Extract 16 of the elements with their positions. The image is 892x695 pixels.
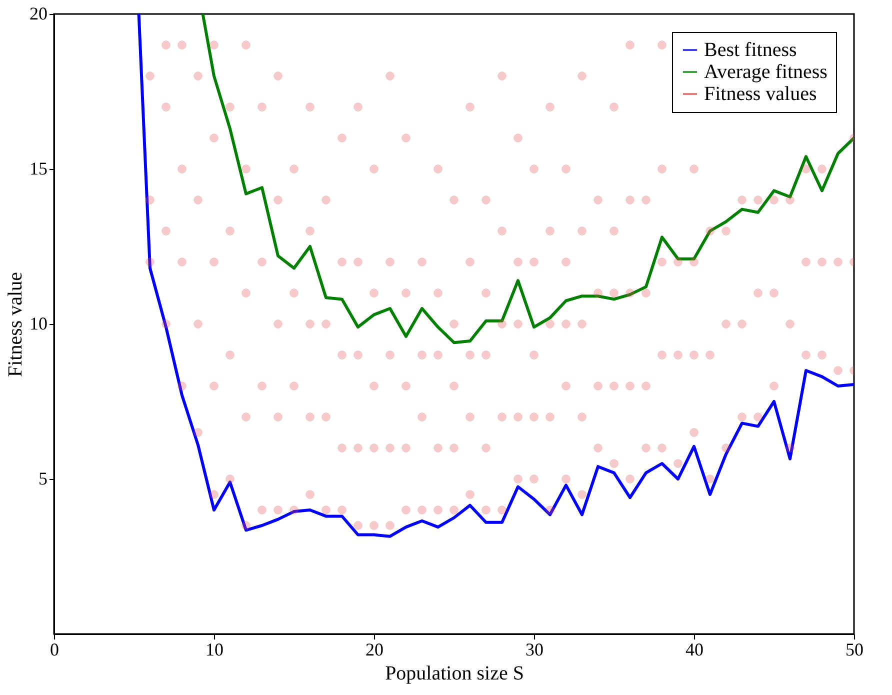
x-tick-label: 0	[50, 640, 59, 660]
x-axis-title: Population size S	[385, 662, 524, 684]
x-tick-label: 40	[686, 640, 704, 660]
x-tick-label: 30	[526, 640, 544, 660]
legend-label: Best fitness	[704, 39, 797, 61]
y-tick-label: 15	[30, 158, 48, 178]
x-tick-label: 20	[366, 640, 384, 660]
legend-label: Fitness values	[704, 83, 817, 105]
y-tick-label: 20	[30, 4, 48, 24]
y-tick-label: 5	[38, 468, 48, 488]
legend-label: Average fitness	[704, 61, 828, 83]
y-axis-title: Fitness value	[4, 272, 26, 377]
line-series	[201, 14, 854, 344]
y-tick-label: 10	[30, 314, 48, 334]
x-tick-label: 10	[206, 640, 224, 660]
x-tick-label: 50	[846, 640, 864, 660]
